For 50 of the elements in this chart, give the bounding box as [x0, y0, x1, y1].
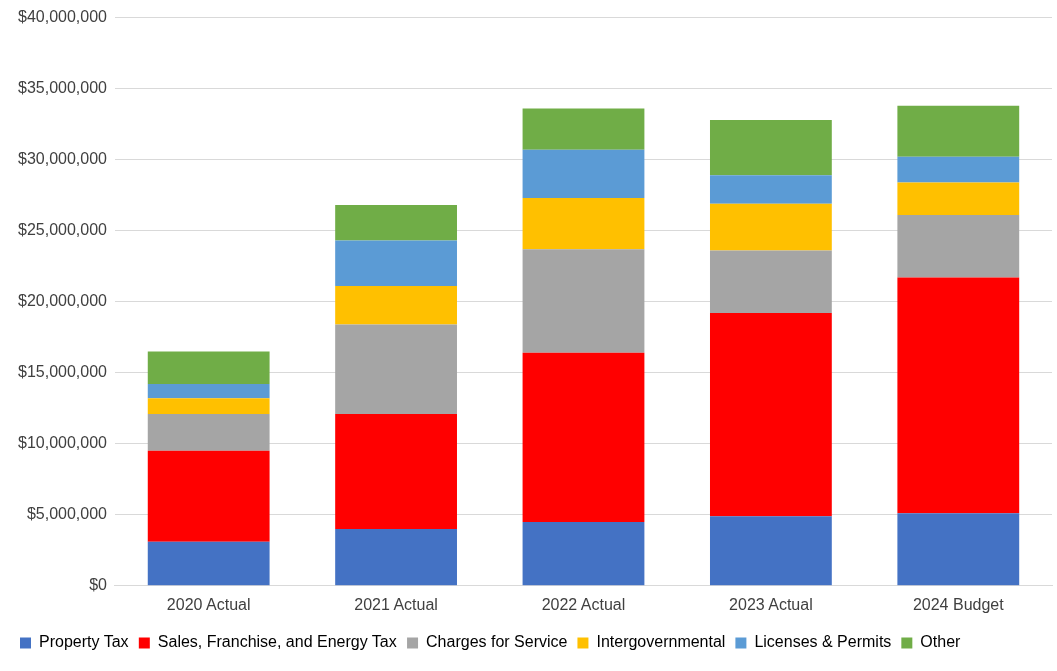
- y-tick-label: $5,000,000: [26, 505, 108, 523]
- bar: [709, 203, 832, 251]
- bar: [335, 324, 457, 414]
- x-tick-label: 2020 Actual: [166, 595, 251, 613]
- bar: [147, 351, 270, 385]
- legend-label: Licenses & Permits: [754, 633, 892, 651]
- bar: [709, 313, 832, 517]
- y-tick-label: $30,000,000: [17, 150, 108, 168]
- bar: [335, 205, 457, 241]
- bar: [709, 516, 832, 586]
- bar: [897, 513, 1020, 586]
- bar: [147, 398, 270, 414]
- bar: [522, 198, 645, 250]
- legend-label: Property Tax: [39, 633, 129, 651]
- bar: [709, 250, 832, 314]
- bar: [147, 384, 270, 399]
- y-tick-label: $20,000,000: [17, 292, 108, 310]
- y-tick-label: $15,000,000: [17, 363, 108, 381]
- x-tick-label: 2024 Budget: [912, 595, 1005, 613]
- bar: [522, 249, 645, 353]
- y-tick-label: $0: [89, 576, 108, 594]
- legend-label: Other: [920, 633, 962, 651]
- bar: [147, 450, 270, 542]
- bar: [335, 240, 457, 287]
- bar: [335, 286, 457, 325]
- bar: [897, 156, 1020, 183]
- y-tick-label: $25,000,000: [17, 221, 108, 239]
- y-tick-label: $35,000,000: [17, 79, 108, 97]
- x-tick-label: 2021 Actual: [354, 595, 438, 613]
- bar: [709, 175, 832, 204]
- bar: [522, 521, 645, 586]
- bar: [897, 277, 1020, 514]
- legend-label: Charges for Service: [426, 633, 568, 651]
- bar: [897, 105, 1020, 157]
- legend-label: Sales, Franchise, and Energy Tax: [157, 633, 397, 651]
- bar: [522, 352, 645, 522]
- bar: [147, 413, 270, 451]
- bar: [709, 119, 832, 176]
- bar: [335, 528, 457, 586]
- bar: [147, 541, 270, 586]
- bar: [522, 108, 645, 150]
- x-tick-label: 2023 Actual: [729, 595, 813, 613]
- legend-label: Intergovernmental: [596, 633, 726, 651]
- y-tick-label: $10,000,000: [17, 434, 108, 452]
- y-tick-label: $40,000,000: [17, 8, 108, 26]
- bar: [897, 182, 1020, 216]
- bar: [335, 413, 457, 529]
- bar: [522, 149, 645, 198]
- bar: [897, 215, 1020, 278]
- x-tick-label: 2022 Actual: [541, 595, 626, 613]
